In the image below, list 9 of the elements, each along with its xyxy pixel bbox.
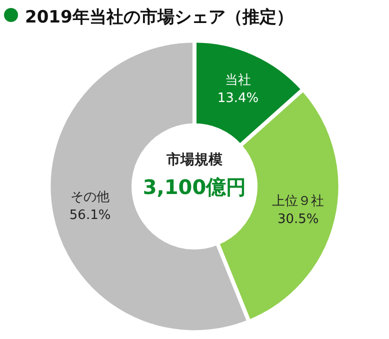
slice-label: 当社	[224, 72, 251, 88]
chart-title: 2019年当社の市場シェア（推定）	[25, 8, 294, 28]
data-label: 56.1%	[69, 208, 111, 224]
data-label: 30.5%	[277, 212, 319, 228]
slice-label: 上位９社	[272, 194, 324, 210]
data-label: 13.4%	[217, 90, 259, 106]
text: 市場規模	[166, 151, 224, 168]
slice-label: その他	[70, 190, 110, 206]
text: 3,100億円	[142, 175, 246, 199]
